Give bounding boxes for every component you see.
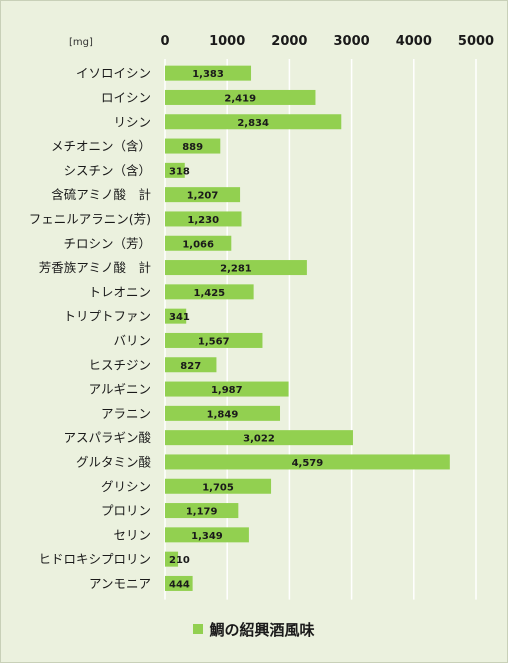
data-label: 1,849: [207, 409, 239, 420]
category-label: バリン: [113, 333, 151, 348]
data-label: 1,066: [182, 239, 214, 250]
data-label: 889: [182, 142, 203, 153]
category-label: グリシン: [101, 479, 151, 494]
bar: [165, 114, 342, 130]
data-label: 210: [169, 555, 190, 566]
category-label: アスパラギン酸: [63, 430, 151, 445]
data-label: 1,425: [193, 288, 225, 299]
bar: [165, 405, 281, 421]
category-label: セリン: [113, 527, 151, 542]
data-label: 827: [180, 361, 201, 372]
data-label: 4,579: [292, 458, 324, 469]
data-label: 444: [169, 579, 190, 590]
category-label: リシン: [113, 114, 151, 129]
category-label: チロシン（芳）: [63, 236, 151, 251]
bar: [165, 381, 289, 397]
data-label: 1,349: [191, 531, 223, 542]
bar: [165, 551, 179, 567]
category-label: プロリン: [101, 503, 151, 518]
category-label: ロイシン: [101, 90, 151, 105]
bar: [165, 284, 254, 300]
data-label: 341: [169, 312, 190, 323]
bar: [165, 260, 307, 276]
bar: [165, 527, 249, 543]
x-tick-label: 0: [160, 34, 169, 49]
category-label: トリプトファン: [63, 309, 151, 324]
bar: [165, 308, 187, 324]
category-label: グルタミン酸: [76, 454, 152, 469]
category-label: ヒドロキシプロリン: [38, 552, 151, 567]
x-axis-ticks: 0 1000 2000 3000 4000 5000: [160, 34, 494, 49]
category-label: イソロイシン: [76, 66, 151, 81]
data-label: 318: [169, 166, 190, 177]
bar: [165, 478, 272, 494]
data-labels: 1,383 2,419 2,834 889 318 1,207 1,230 1,066 2,28…: [169, 69, 323, 590]
bar: [165, 575, 193, 591]
bar: [165, 138, 221, 154]
bar: [165, 211, 242, 227]
legend: 鯛の紹興酒風味: [1, 619, 507, 640]
category-label: シスチン（含）: [63, 163, 151, 178]
bar: [165, 357, 217, 373]
x-tick-label: 4000: [396, 34, 432, 49]
x-tick-label: 3000: [334, 34, 370, 49]
bar: [165, 454, 450, 470]
data-label: 1,230: [187, 215, 219, 226]
legend-swatch: [193, 624, 204, 634]
category-label: メチオニン（含）: [51, 139, 151, 154]
category-label: トレオニン: [88, 284, 151, 299]
category-label: 芳香族アミノ酸 計: [39, 260, 151, 275]
bar: [165, 65, 252, 81]
bar: [165, 332, 263, 348]
data-label: 1,987: [211, 385, 243, 396]
x-tick-label: 1000: [209, 34, 245, 49]
x-tick-label: 2000: [271, 34, 307, 49]
data-label: 1,383: [192, 69, 224, 80]
bars: [165, 65, 450, 591]
unit-label: [mg]: [69, 37, 93, 48]
data-label: 2,281: [220, 264, 252, 275]
category-label: フェニルアラニン(芳): [29, 211, 151, 226]
bar: [165, 235, 232, 251]
bar: [165, 503, 239, 519]
category-label: アンモニア: [89, 576, 151, 591]
category-label: 含硫アミノ酸 計: [51, 187, 151, 202]
bar: [165, 89, 316, 105]
category-label: アラニン: [101, 406, 151, 421]
data-label: 1,207: [187, 191, 219, 202]
data-label: 2,834: [237, 118, 269, 129]
bar: [165, 187, 241, 203]
data-label: 3,022: [243, 434, 275, 445]
bar: [165, 430, 353, 446]
data-label: 2,419: [224, 93, 256, 104]
data-label: 1,705: [202, 482, 234, 493]
category-label: ヒスチジン: [88, 357, 151, 372]
bar: [165, 162, 185, 178]
legend-label: 鯛の紹興酒風味: [209, 621, 315, 639]
x-tick-label: 5000: [458, 34, 494, 49]
data-label: 1,179: [186, 507, 218, 518]
data-label: 1,567: [198, 336, 230, 347]
category-label: アルギニン: [89, 382, 151, 397]
